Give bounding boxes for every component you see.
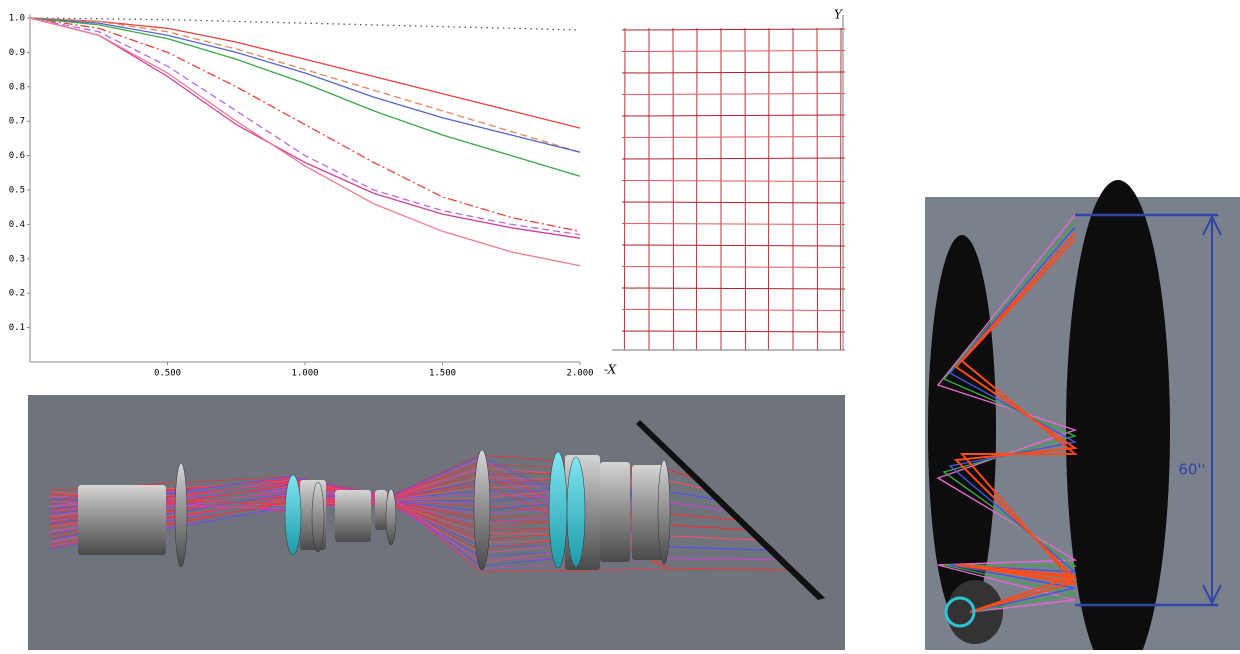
grid-col <box>624 28 625 350</box>
series-line <box>30 18 580 235</box>
lens-element <box>386 489 396 545</box>
y-tick-label: 0.3 <box>9 254 25 264</box>
y-tick-label: 0.9 <box>9 48 25 58</box>
grid-row <box>622 288 845 289</box>
lens-element <box>285 475 301 555</box>
y-tick-label: 1.0 <box>9 14 25 24</box>
lens-barrel <box>375 490 387 530</box>
grid-row <box>622 51 845 52</box>
lens-render <box>28 395 845 650</box>
x-tick-label: 0.500 <box>154 369 181 379</box>
grid-row <box>622 224 845 225</box>
grid-col <box>696 28 697 350</box>
series-line <box>30 18 580 231</box>
series-line <box>30 18 580 266</box>
grid-row <box>622 267 845 268</box>
y-tick-label: 0.5 <box>9 186 25 196</box>
grid-row <box>622 158 845 159</box>
series-line <box>30 18 580 176</box>
lens-element <box>658 460 670 564</box>
lens-element <box>474 450 490 570</box>
lens-barrel <box>78 485 166 555</box>
lens-element <box>567 457 585 567</box>
x-tick-label: 2.000 <box>566 369 593 379</box>
y-tick-label: 0.7 <box>9 117 25 127</box>
grid-col <box>840 28 841 350</box>
grid-row <box>622 137 845 138</box>
grid-row <box>622 72 845 73</box>
lens-element <box>549 452 567 568</box>
grid-row <box>622 202 845 203</box>
lens-barrel <box>335 490 371 542</box>
y-tick-label: 0.8 <box>9 82 25 92</box>
series-line <box>30 18 580 152</box>
mirror-ray-diagram: 60'' <box>925 180 1240 650</box>
figure: 0.1 0.2 0.3 0.4 0.5 0.6 0.7 0.8 0.9 1.0 0.500 1.000… <box>0 0 1240 650</box>
dimension-label: 60'' <box>1178 461 1205 479</box>
series-line <box>30 18 580 238</box>
grid-col <box>817 28 818 350</box>
x-tick-label: 1.000 <box>291 369 318 379</box>
y-tick-label: 0.1 <box>9 323 25 333</box>
grid-col <box>768 28 769 350</box>
grid-row <box>622 245 845 246</box>
x-tick-label: 1.500 <box>429 369 456 379</box>
grid-row <box>622 29 845 30</box>
lens-element <box>312 482 324 552</box>
grid-row <box>622 181 845 182</box>
grid-distortion-plot: Y -X <box>604 8 845 377</box>
y-axis-label: Y <box>834 8 843 22</box>
grid-col <box>745 28 746 350</box>
mtf-chart: 0.1 0.2 0.3 0.4 0.5 0.6 0.7 0.8 0.9 1.0 0.500 1.000… <box>9 14 594 379</box>
grid-col <box>673 28 674 350</box>
grid-row <box>622 310 845 311</box>
lens-element <box>175 463 187 567</box>
y-tick-label: 0.4 <box>9 220 25 230</box>
grid-row <box>622 331 845 332</box>
y-tick-label: 0.6 <box>9 151 25 161</box>
grid-row <box>622 115 845 116</box>
y-tick-label: 0.2 <box>9 289 25 299</box>
x-axis-label: -X <box>604 363 617 377</box>
lens-barrel <box>600 462 630 562</box>
grid-row <box>622 94 845 95</box>
